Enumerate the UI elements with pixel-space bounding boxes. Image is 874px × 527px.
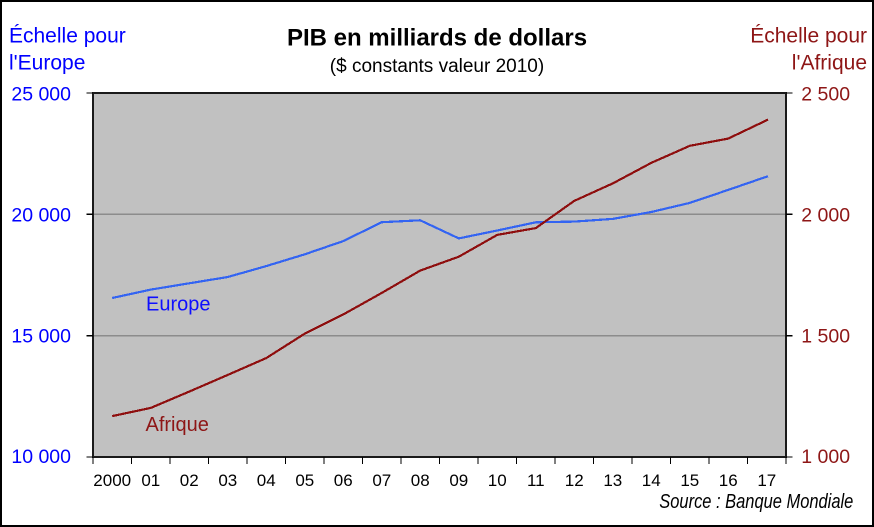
svg-text:Source : Banque Mondiale: Source : Banque Mondiale xyxy=(659,491,853,513)
svg-text:Europe: Europe xyxy=(146,294,211,316)
svg-text:l'Europe: l'Europe xyxy=(9,52,85,75)
svg-text:10 000: 10 000 xyxy=(11,446,71,468)
svg-text:1 000: 1 000 xyxy=(801,446,850,468)
svg-text:06: 06 xyxy=(334,471,353,490)
svg-text:25 000: 25 000 xyxy=(11,83,71,105)
svg-text:2 000: 2 000 xyxy=(801,205,850,227)
svg-text:16: 16 xyxy=(719,471,738,490)
svg-text:($ constants valeur 2010): ($ constants valeur 2010) xyxy=(330,56,544,77)
svg-text:14: 14 xyxy=(642,471,661,490)
svg-text:20 000: 20 000 xyxy=(11,205,71,227)
svg-text:08: 08 xyxy=(411,471,430,490)
svg-text:01: 01 xyxy=(141,471,160,490)
svg-text:l'Afrique: l'Afrique xyxy=(792,52,867,75)
svg-text:2 500: 2 500 xyxy=(801,83,850,105)
svg-text:17: 17 xyxy=(757,471,776,490)
svg-text:03: 03 xyxy=(218,471,237,490)
svg-text:07: 07 xyxy=(372,471,391,490)
svg-text:Afrique: Afrique xyxy=(146,414,209,436)
svg-text:12: 12 xyxy=(565,471,584,490)
svg-text:15: 15 xyxy=(680,471,699,490)
svg-text:2000: 2000 xyxy=(93,471,131,490)
svg-text:09: 09 xyxy=(449,471,468,490)
svg-text:05: 05 xyxy=(295,471,314,490)
svg-text:02: 02 xyxy=(180,471,199,490)
svg-text:10: 10 xyxy=(488,471,507,490)
svg-text:15 000: 15 000 xyxy=(11,326,71,348)
svg-text:1 500: 1 500 xyxy=(801,326,850,348)
svg-text:PIB en milliards de dollars: PIB en milliards de dollars xyxy=(287,25,587,52)
svg-text:13: 13 xyxy=(603,471,622,490)
svg-text:11: 11 xyxy=(527,471,545,490)
svg-text:Échelle pour: Échelle pour xyxy=(9,24,126,47)
svg-text:04: 04 xyxy=(257,471,276,490)
svg-text:Échelle pour: Échelle pour xyxy=(750,24,867,47)
